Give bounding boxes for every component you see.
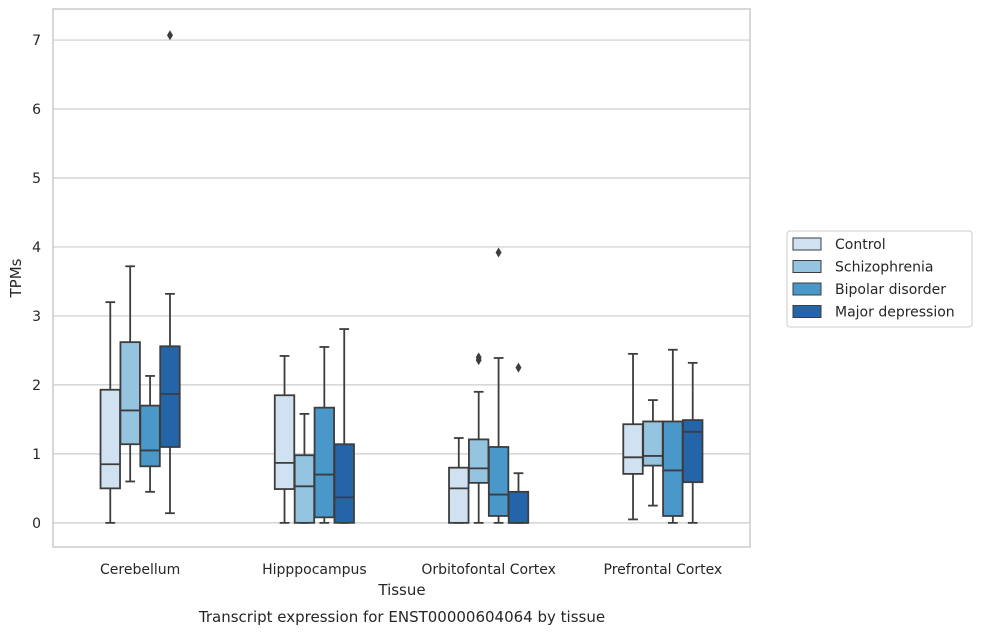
- box-iqr: [313, 406, 335, 519]
- box-3-2: [662, 348, 684, 524]
- y-tick-labels: 0 1 2 3 4 5 6 7: [32, 33, 41, 532]
- y-tick-label: 0: [32, 516, 41, 532]
- y-axis-title: TPMs: [7, 258, 25, 298]
- legend-swatch: [792, 282, 822, 296]
- y-tick-label: 3: [32, 309, 41, 325]
- box-1-1: [293, 412, 316, 524]
- box-iqr: [487, 446, 510, 517]
- y-tick-label: 4: [32, 240, 41, 256]
- legend-label: Bipolar disorder: [835, 282, 946, 298]
- box-iqr: [333, 443, 355, 524]
- y-tick-label: 6: [32, 102, 41, 118]
- box-iqr: [159, 345, 181, 448]
- x-axis-title: Tissue: [377, 581, 425, 599]
- box-2-2: [487, 247, 510, 524]
- legend-label: Major depression: [835, 305, 955, 321]
- box-1-2: [313, 346, 335, 524]
- box-3-1: [642, 399, 664, 507]
- box-0-2: [139, 375, 161, 493]
- legend: Control Schizophrenia Bipolar disorder Majo…: [786, 230, 973, 328]
- box-3-0: [622, 352, 644, 521]
- box-iqr: [448, 466, 470, 524]
- legend-label: Schizophrenia: [835, 260, 933, 276]
- x-tick-label: Orbitofontal Cortex: [421, 562, 556, 578]
- legend-swatch: [792, 237, 822, 251]
- x-tick-labels: Cerebellum Hipppocampus Orbitofontal Corte…: [100, 562, 722, 578]
- box-1-0: [273, 355, 296, 524]
- box-plot-area: [99, 30, 704, 524]
- box-0-3: [159, 30, 181, 515]
- box-iqr: [662, 420, 684, 517]
- x-tick-label: Prefrontal Cortex: [604, 562, 723, 578]
- chart-caption: Transcript expression for ENST0000060406…: [198, 608, 605, 626]
- box-iqr: [682, 419, 704, 484]
- box-iqr: [507, 490, 530, 524]
- box-iqr: [273, 394, 296, 490]
- x-tick-label: Cerebellum: [100, 562, 180, 578]
- y-tick-label: 7: [32, 33, 41, 49]
- box-iqr: [293, 454, 316, 524]
- outlier-point: [515, 362, 522, 373]
- box-iqr: [139, 404, 161, 468]
- box-iqr: [99, 388, 121, 490]
- plot-frame: [52, 8, 751, 548]
- x-tick-label: Hipppocampus: [262, 562, 367, 578]
- box-0-0: [99, 301, 121, 524]
- outlier-point: [475, 352, 482, 363]
- box-1-3: [333, 328, 355, 524]
- legend-swatch: [792, 305, 822, 318]
- box-2-3: [507, 362, 530, 524]
- y-tick-label: 5: [32, 171, 41, 187]
- box-iqr: [468, 438, 490, 484]
- box-2-0: [448, 437, 470, 524]
- box-2-1: [468, 352, 490, 524]
- legend-frame: [786, 230, 973, 328]
- box-iqr: [622, 423, 644, 475]
- legend-label: Control: [835, 237, 886, 253]
- outlier-point: [166, 30, 173, 41]
- y-tick-label: 2: [32, 378, 41, 394]
- outlier-point: [495, 247, 502, 258]
- y-tick-label: 1: [32, 447, 41, 463]
- box-3-3: [682, 361, 704, 524]
- box-0-1: [119, 265, 141, 483]
- box-iqr: [119, 341, 141, 446]
- legend-swatch: [792, 260, 822, 273]
- box-iqr: [642, 420, 664, 467]
